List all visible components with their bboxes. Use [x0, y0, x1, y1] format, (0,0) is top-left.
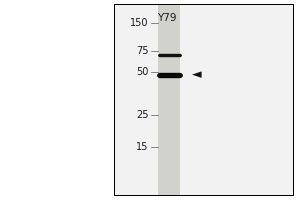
- Text: 25: 25: [136, 110, 148, 120]
- Text: 50: 50: [136, 67, 148, 77]
- Text: 150: 150: [130, 18, 148, 28]
- Text: 75: 75: [136, 46, 148, 56]
- Text: 15: 15: [136, 142, 148, 152]
- Text: Y79: Y79: [157, 13, 176, 23]
- Text: ◄: ◄: [191, 68, 201, 82]
